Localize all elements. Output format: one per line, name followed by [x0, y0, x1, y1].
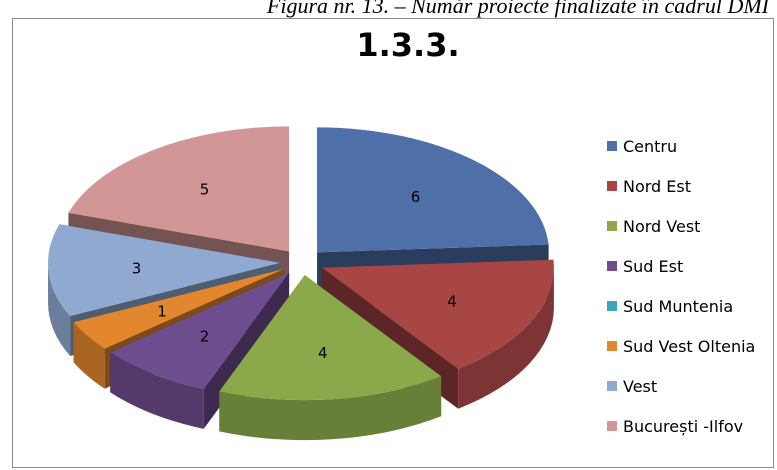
legend-item: Sud Vest Oltenia — [607, 326, 755, 366]
legend-label: Sud Muntenia — [623, 296, 734, 316]
pie-slice-nord-vest: 4 — [219, 275, 442, 441]
legend-item: Vest — [607, 366, 755, 406]
legend-swatch — [607, 301, 617, 311]
legend-item: Nord Vest — [607, 206, 755, 246]
legend-label: Nord Est — [623, 176, 692, 196]
legend-swatch — [607, 381, 617, 391]
data-label: 2 — [200, 327, 210, 345]
figure-caption: Figura nr. 13. – Număr proiecte finaliza… — [266, 0, 769, 18]
legend-swatch — [607, 181, 617, 191]
pie-slice-top — [219, 275, 442, 401]
chart-title: 1.3.3. — [356, 26, 460, 64]
data-label: 6 — [411, 188, 421, 206]
legend-item: București -Ilfov — [607, 406, 755, 446]
legend-label: Sud Est — [623, 256, 684, 276]
pie-slice-top — [321, 259, 554, 369]
pie-slice-top — [68, 126, 290, 252]
data-label: 4 — [447, 293, 457, 311]
data-label: 1 — [157, 303, 167, 321]
legend-item: Centru — [607, 126, 755, 166]
legend-label: Vest — [623, 376, 658, 396]
legend-label: Centru — [623, 136, 678, 156]
pie-slice-top — [317, 127, 549, 253]
pie-slice-top — [110, 272, 290, 389]
legend-swatch — [607, 261, 617, 271]
legend-swatch — [607, 221, 617, 231]
legend-swatch — [607, 141, 617, 151]
legend-swatch — [607, 341, 617, 351]
data-label: 3 — [132, 260, 142, 278]
legend-label: Sud Vest Oltenia — [623, 336, 756, 356]
chart-legend: Centru Nord Est Nord Vest Sud Est Sud Munten… — [607, 126, 755, 446]
legend-item: Sud Est — [607, 246, 755, 286]
legend-swatch — [607, 421, 617, 431]
data-label: 5 — [200, 181, 210, 199]
data-label: 4 — [318, 344, 328, 362]
legend-label: București -Ilfov — [623, 416, 744, 436]
legend-label: Nord Vest — [623, 216, 701, 236]
pie-slice-top — [48, 224, 281, 317]
legend-item: Nord Est — [607, 166, 755, 206]
legend-item: Sud Muntenia — [607, 286, 755, 326]
pie-slice-top — [73, 269, 284, 349]
